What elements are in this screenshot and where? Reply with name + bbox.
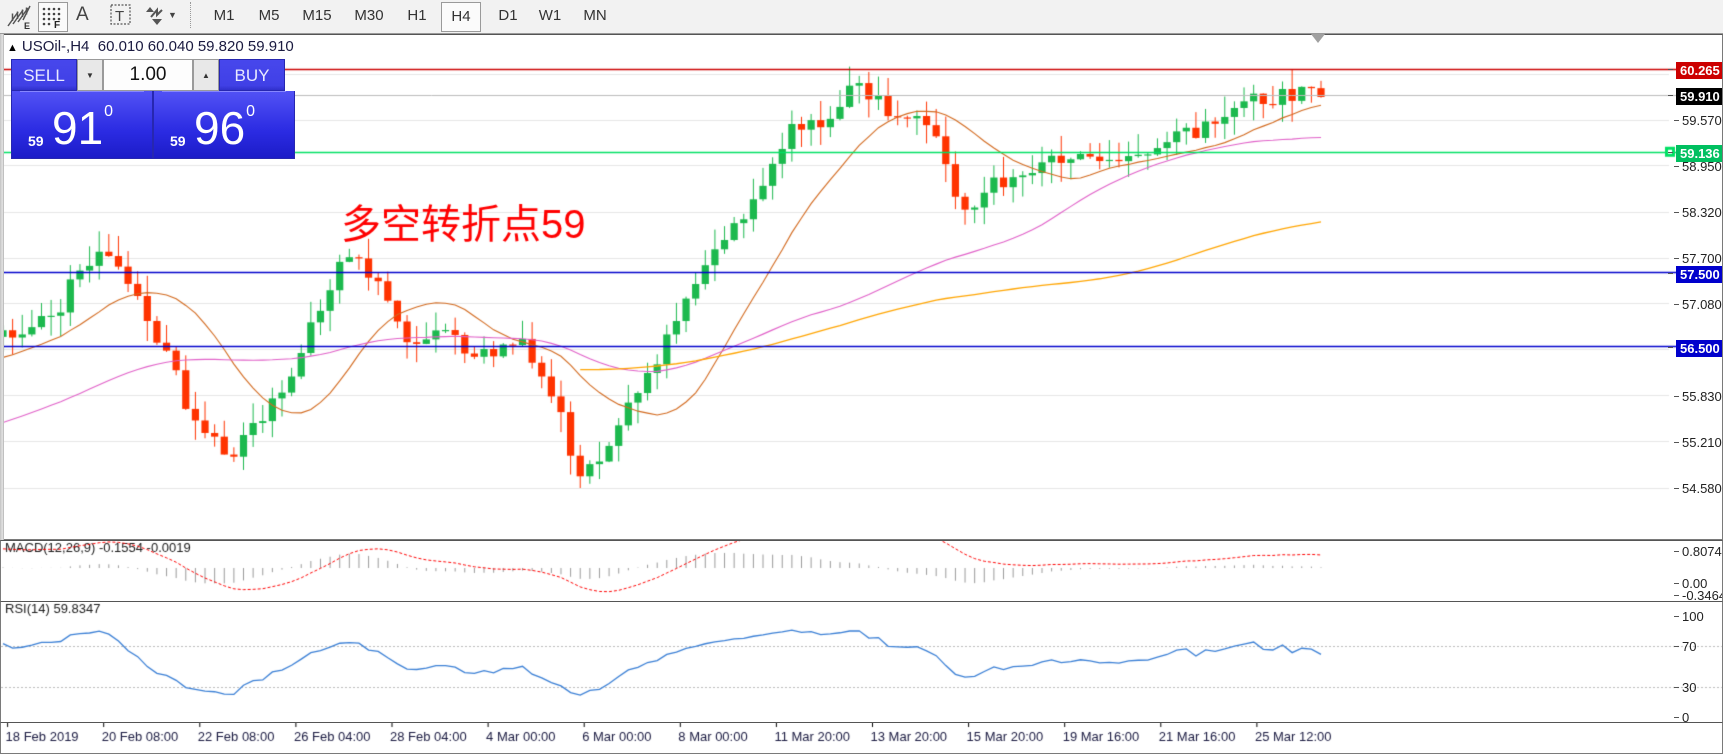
svg-text:T: T (115, 8, 124, 25)
svg-text:E: E (24, 21, 30, 30)
svg-text:F: F (54, 20, 60, 31)
